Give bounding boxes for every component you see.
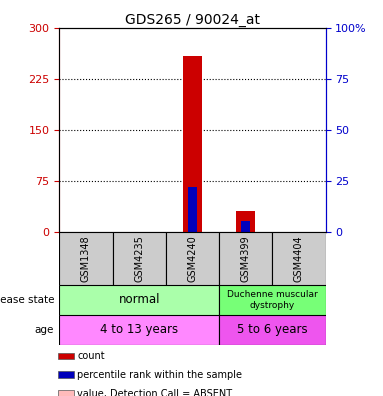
- Text: GSM1348: GSM1348: [81, 235, 91, 282]
- Text: percentile rank within the sample: percentile rank within the sample: [77, 370, 242, 380]
- Text: GSM4240: GSM4240: [187, 235, 198, 282]
- Text: GSM4235: GSM4235: [134, 235, 144, 282]
- Bar: [113, 232, 166, 285]
- Text: value, Detection Call = ABSENT: value, Detection Call = ABSENT: [77, 388, 232, 396]
- Bar: [188, 187, 197, 232]
- Bar: [58, 390, 74, 396]
- Text: Duchenne muscular
dystrophy: Duchenne muscular dystrophy: [227, 290, 318, 310]
- Text: age: age: [35, 325, 54, 335]
- Title: GDS265 / 90024_at: GDS265 / 90024_at: [125, 13, 260, 27]
- Text: GSM4404: GSM4404: [294, 235, 304, 282]
- Bar: [219, 232, 272, 285]
- Bar: [219, 315, 326, 345]
- Bar: [59, 285, 219, 315]
- Bar: [241, 221, 250, 232]
- Bar: [219, 285, 326, 315]
- Bar: [183, 56, 202, 232]
- Text: normal: normal: [118, 293, 160, 307]
- Text: 5 to 6 years: 5 to 6 years: [237, 323, 308, 336]
- Bar: [236, 211, 255, 232]
- Bar: [166, 232, 219, 285]
- Text: disease state: disease state: [0, 295, 54, 305]
- Text: GSM4399: GSM4399: [241, 235, 251, 282]
- Bar: [58, 352, 74, 359]
- Bar: [59, 315, 219, 345]
- Text: 4 to 13 years: 4 to 13 years: [100, 323, 178, 336]
- Text: count: count: [77, 351, 105, 361]
- Bar: [59, 232, 113, 285]
- Bar: [272, 232, 326, 285]
- Bar: [58, 371, 74, 378]
